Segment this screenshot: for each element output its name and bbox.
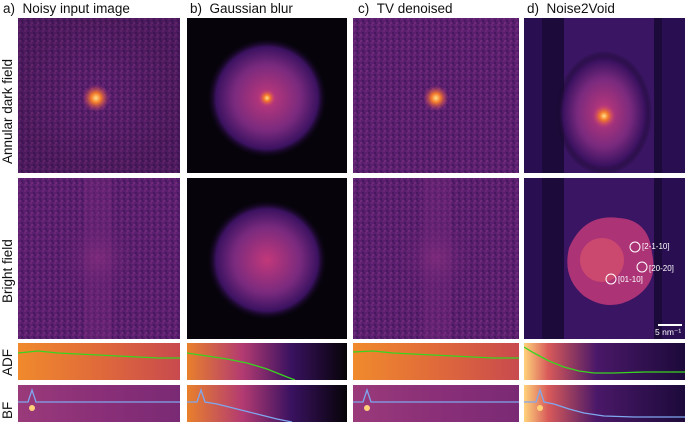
panel-adf-n2v [524,18,685,173]
adf-profile-line [524,346,685,374]
scale-bar [658,324,682,326]
strip-bf-noisy [18,385,180,422]
adf-n2v-image [524,18,685,173]
bf-n2v-image [524,178,685,339]
spot-label-20-20: [20-20] [649,264,674,273]
panel-adf-gaussian [187,18,347,173]
strip-adf-n2v [524,343,685,380]
adf-profile-line [353,350,519,359]
strip-adf-noisy [18,343,180,380]
bf-gaussian-strip [187,385,347,422]
panel-bf-n2v: [2-1-10] [20-20] [01-10] 5 nm⁻¹ [524,178,685,339]
bf-n2v-strip [524,385,685,422]
adf-tv-image [353,18,519,173]
adf-noisy-image [18,18,180,173]
column-title-b: b) Gaussian blur [190,1,293,16]
panel-bf-noisy [18,178,180,339]
column-title-d: d) Noise2Void [527,1,615,16]
column-title-c: c) TV denoised [358,1,453,16]
row-label-bf: BF [0,401,15,419]
bf-profile-line [353,387,519,403]
scale-bar-label: 5 nm⁻¹ [655,327,682,337]
spot-circle-2-1-10 [629,241,641,253]
bf-tv-strip [353,385,519,422]
spot-circle-01-10 [605,273,617,285]
bf-profile-line [187,387,293,422]
row-label-adf: ADF [0,349,15,376]
bf-gaussian-image [187,178,347,339]
spot-label-01-10: [01-10] [618,275,643,284]
strip-adf-tv [353,343,519,380]
adf-gaussian-image [187,18,347,173]
panel-bf-tv [353,178,519,339]
adf-profile-line [187,352,296,380]
bf-profile-line [18,387,180,403]
panel-adf-noisy [18,18,180,173]
panel-adf-tv [353,18,519,173]
strip-bf-tv [353,385,519,422]
bf-noisy-image [18,178,180,339]
spot-circle-20-20 [636,261,648,273]
bf-noisy-strip [18,385,180,422]
row-label-annular-dark-field: Annular dark field [0,58,15,164]
adf-n2v-strip [524,343,685,380]
bf-tv-image [353,178,519,339]
column-title-a: a) Noisy input image [3,1,130,16]
panel-bf-gaussian [187,178,347,339]
strip-bf-gaussian [187,385,347,422]
spot-label-2-1-10: [2-1-10] [642,242,670,251]
strip-bf-n2v [524,385,685,422]
adf-profile-line [18,350,180,359]
bf-profile-line [524,387,685,418]
adf-tv-strip [353,343,519,380]
adf-gaussian-strip [187,343,347,380]
row-label-bright-field: Bright field [0,239,15,303]
adf-noisy-strip [18,343,180,380]
strip-adf-gaussian [187,343,347,380]
